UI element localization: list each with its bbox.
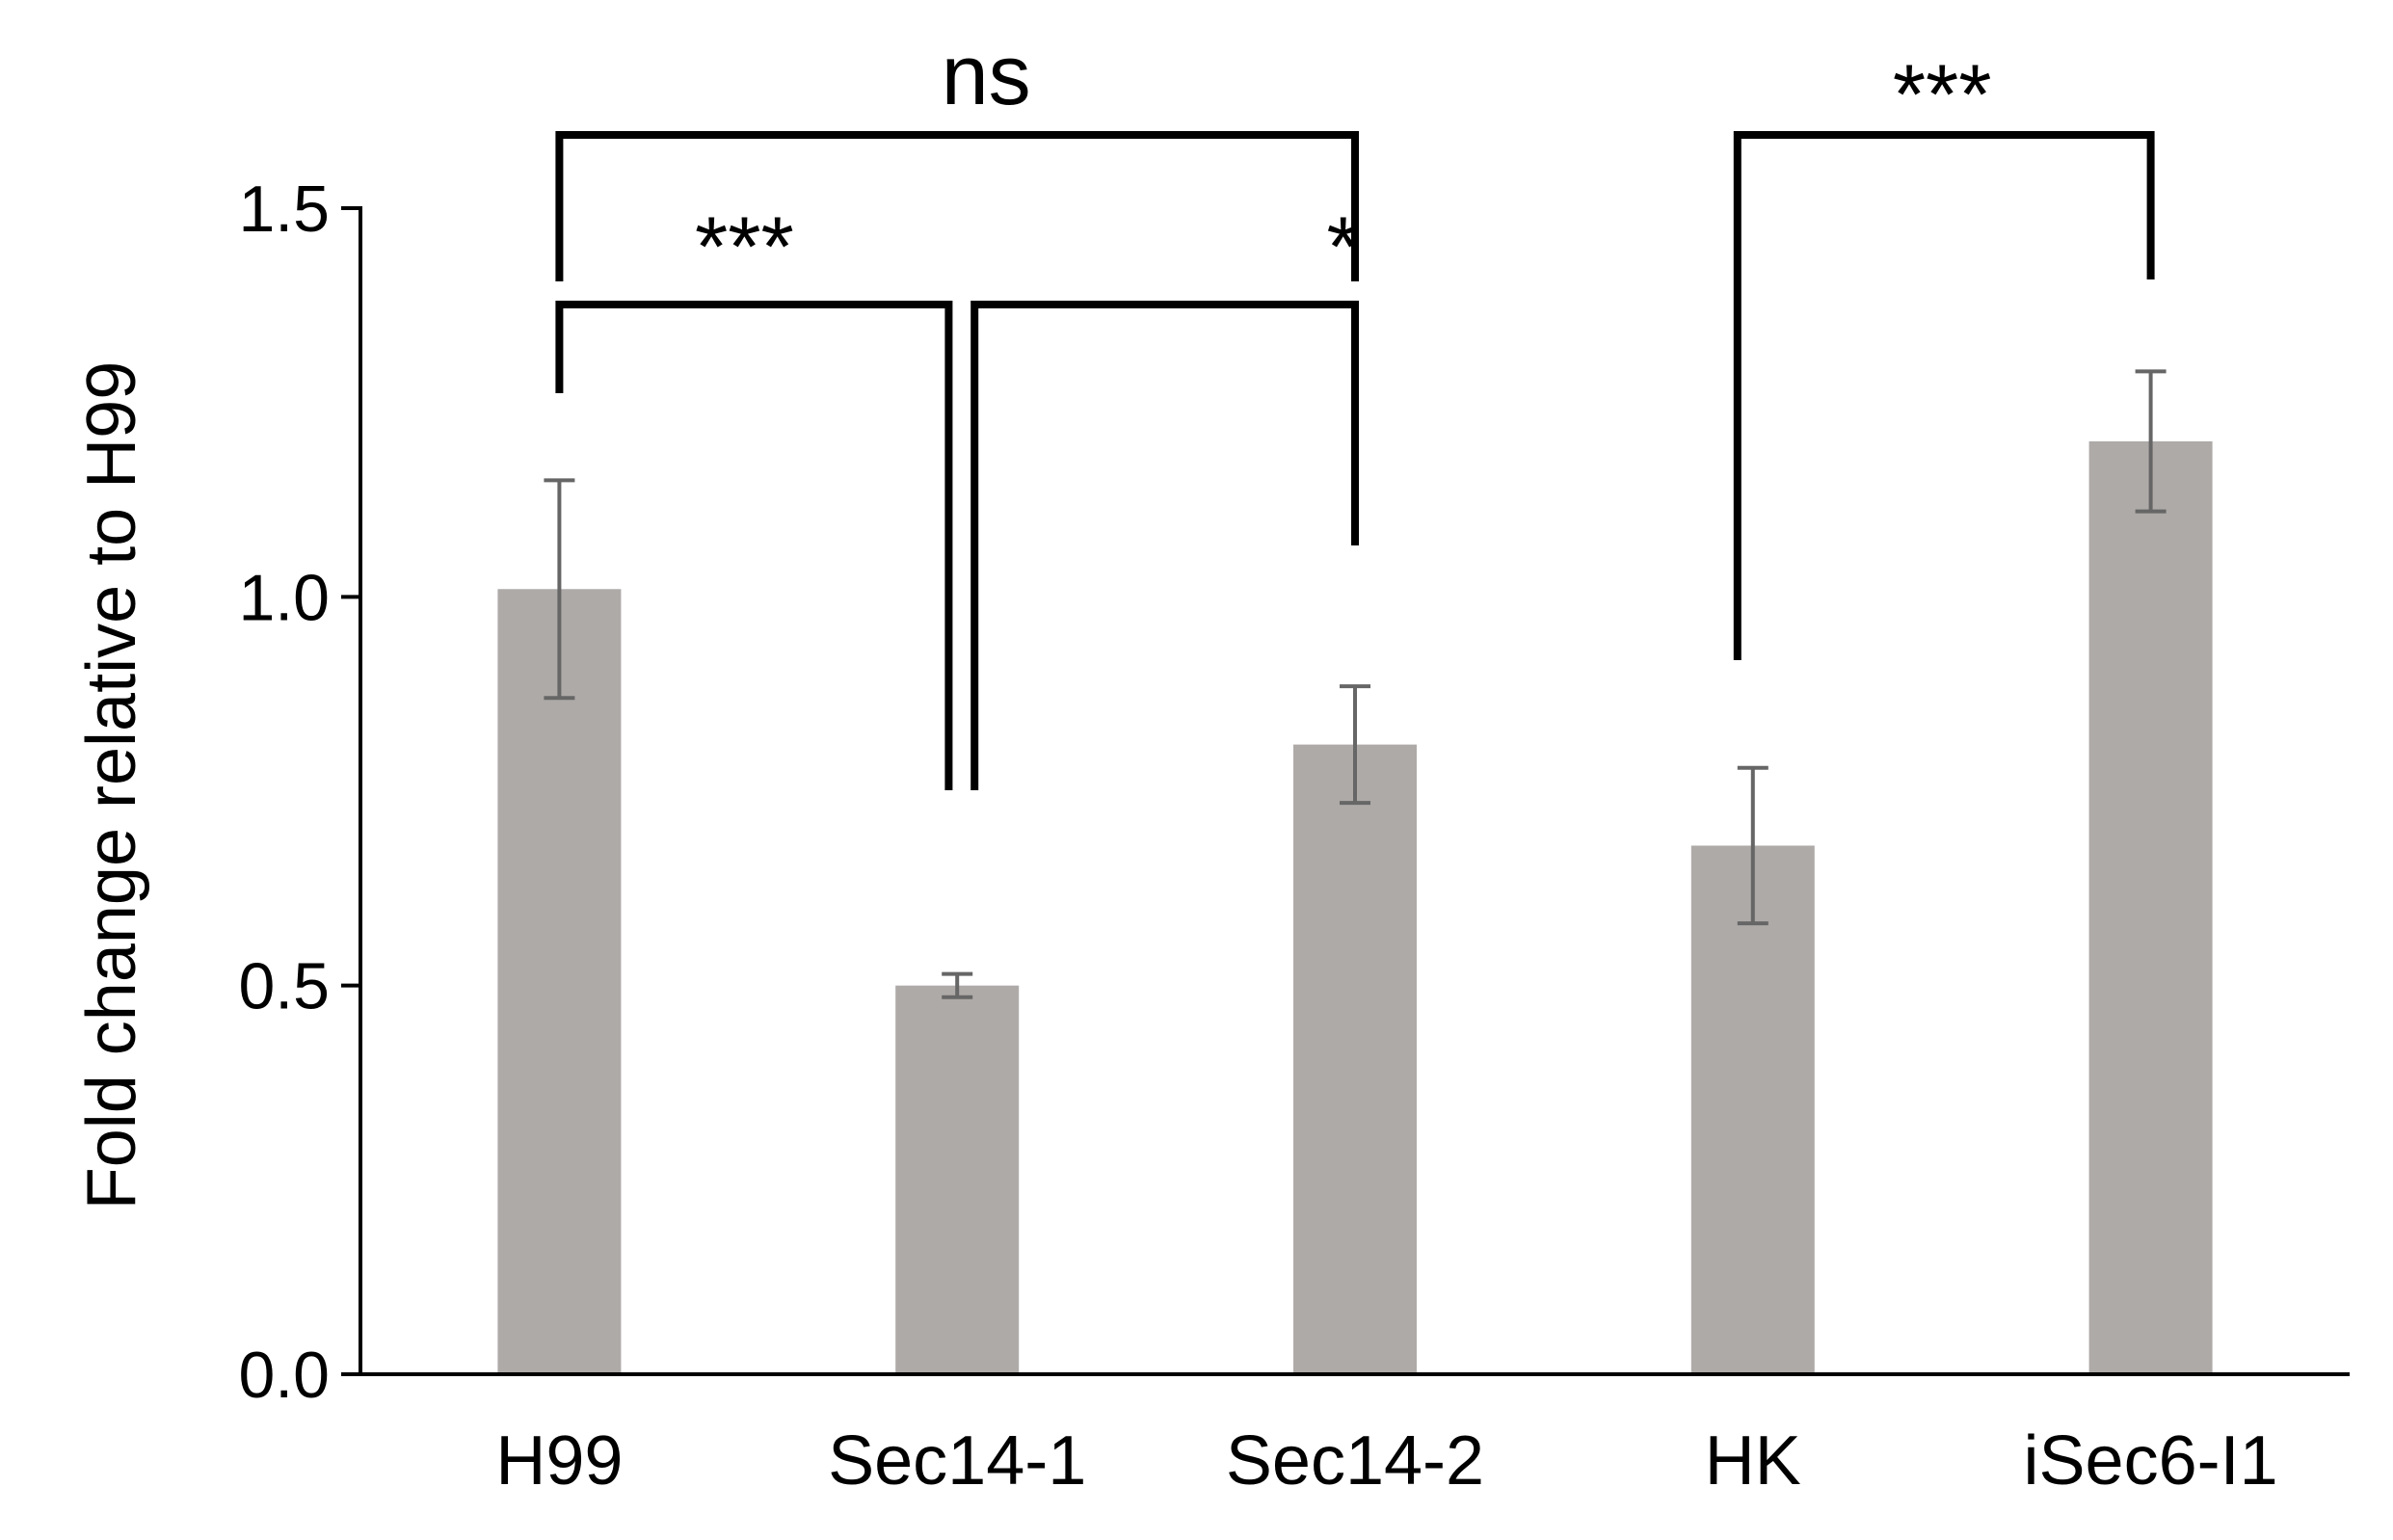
- bar-hk: [1690, 845, 1815, 1374]
- significance-bracket: [555, 131, 1359, 281]
- x-tick-label: iSec6-I1: [2024, 1422, 2278, 1500]
- significance-bracket: [970, 301, 1359, 790]
- y-tick-label: 0.5: [238, 950, 330, 1023]
- bar-isec6-i1: [2088, 441, 2213, 1374]
- x-tick-label: H99: [495, 1422, 623, 1500]
- y-tick-label: 1.5: [238, 173, 330, 246]
- x-tick-label: HK: [1705, 1422, 1801, 1500]
- y-tick-label: 0.0: [238, 1339, 330, 1412]
- bar-sec14-2: [1293, 744, 1417, 1374]
- significance-bracket: [555, 301, 953, 790]
- significance-label: ns: [942, 27, 1031, 122]
- x-tick-label: Sec14-2: [1226, 1422, 1484, 1500]
- significance-label: ***: [1893, 46, 1992, 142]
- y-tick-label: 1.0: [238, 561, 330, 634]
- bar-sec14-1: [895, 985, 1020, 1374]
- y-axis-label: Fold change relative to H99: [73, 361, 150, 1210]
- bar-h99: [497, 589, 622, 1374]
- significance-bracket: [1733, 131, 2155, 660]
- significance-label: ***: [695, 199, 794, 294]
- significance-label: *: [1326, 199, 1359, 294]
- x-tick-label: Sec14-1: [828, 1422, 1086, 1500]
